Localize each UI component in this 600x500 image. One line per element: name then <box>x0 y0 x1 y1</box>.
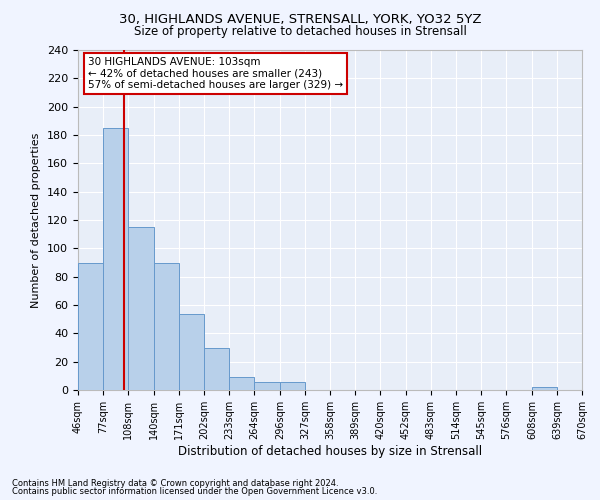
X-axis label: Distribution of detached houses by size in Strensall: Distribution of detached houses by size … <box>178 444 482 458</box>
Bar <box>254 382 280 390</box>
Bar <box>179 314 204 390</box>
Bar <box>78 262 103 390</box>
Bar <box>128 227 154 390</box>
Text: Contains public sector information licensed under the Open Government Licence v3: Contains public sector information licen… <box>12 487 377 496</box>
Bar <box>229 378 254 390</box>
Bar <box>532 387 557 390</box>
Text: 30 HIGHLANDS AVENUE: 103sqm
← 42% of detached houses are smaller (243)
57% of se: 30 HIGHLANDS AVENUE: 103sqm ← 42% of det… <box>88 57 343 90</box>
Bar <box>280 382 305 390</box>
Text: Contains HM Land Registry data © Crown copyright and database right 2024.: Contains HM Land Registry data © Crown c… <box>12 478 338 488</box>
Bar <box>103 128 128 390</box>
Bar <box>204 348 229 390</box>
Y-axis label: Number of detached properties: Number of detached properties <box>31 132 41 308</box>
Bar <box>154 262 179 390</box>
Text: Size of property relative to detached houses in Strensall: Size of property relative to detached ho… <box>134 25 466 38</box>
Text: 30, HIGHLANDS AVENUE, STRENSALL, YORK, YO32 5YZ: 30, HIGHLANDS AVENUE, STRENSALL, YORK, Y… <box>119 12 481 26</box>
